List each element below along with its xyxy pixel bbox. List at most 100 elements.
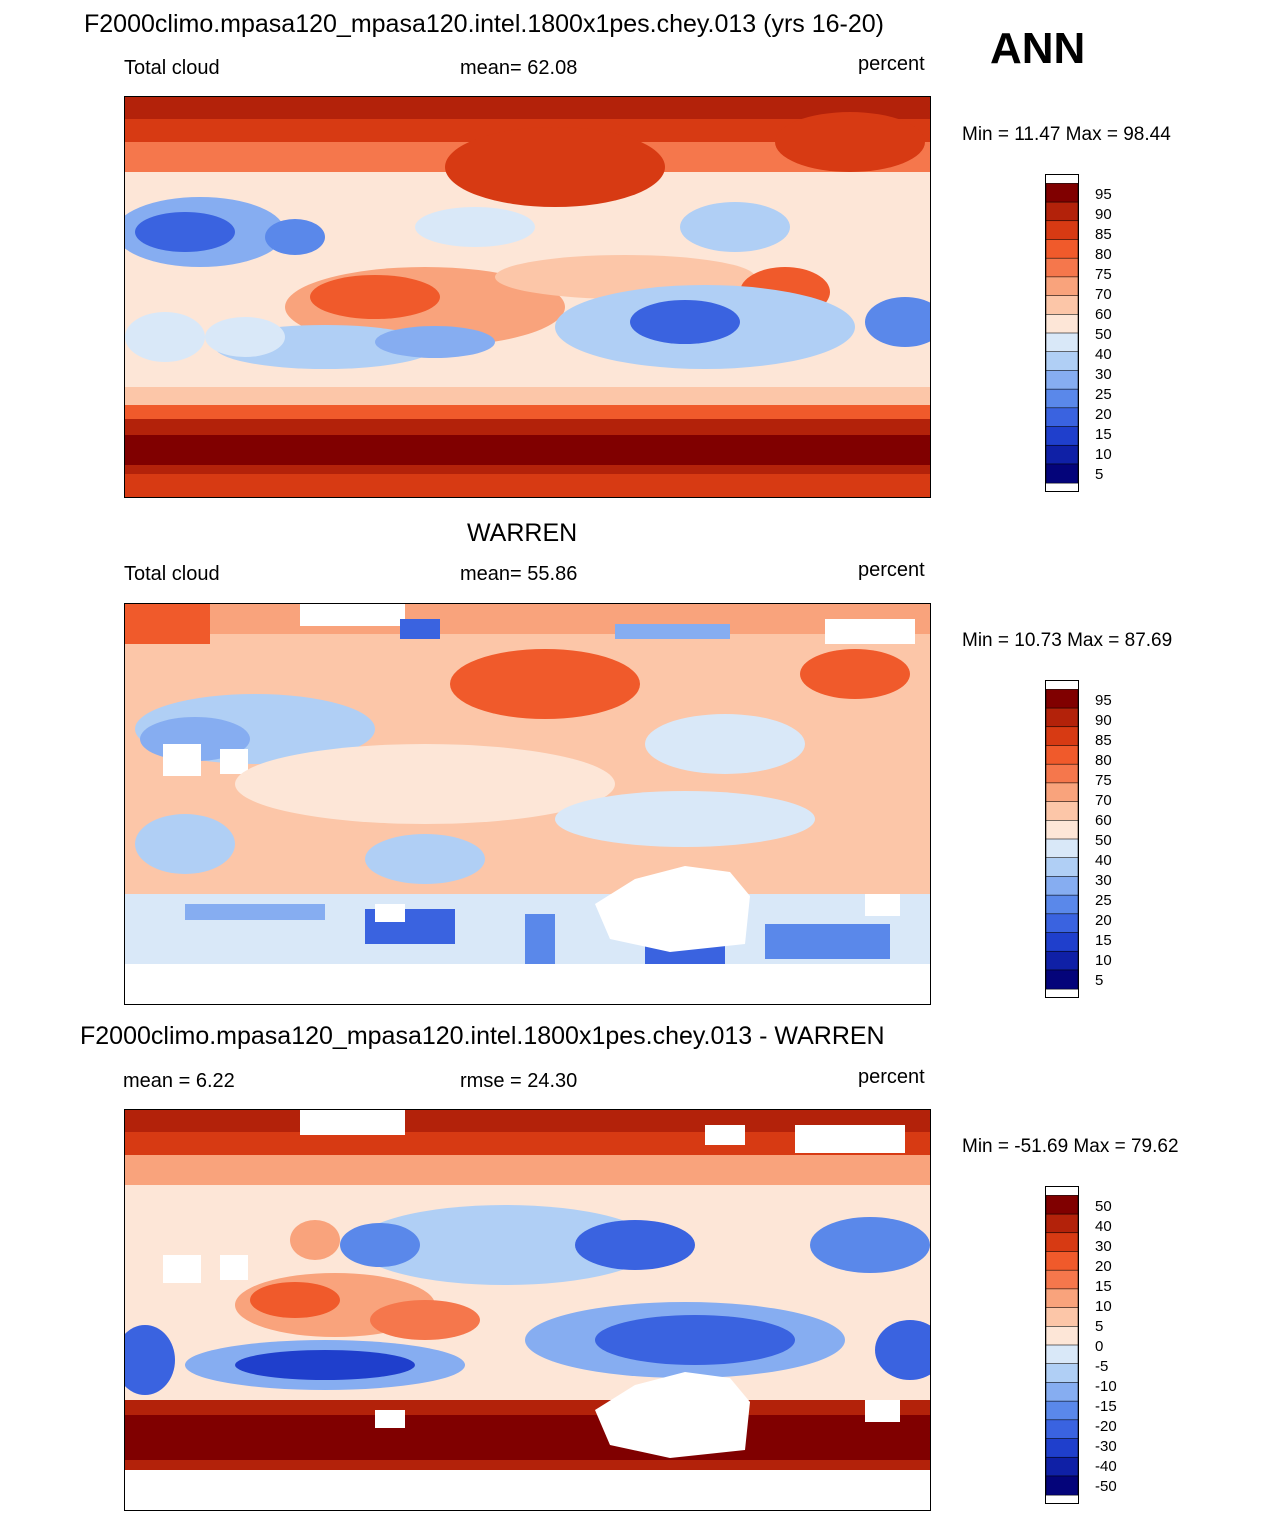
panel-obs-cbar-label: 40 bbox=[1095, 852, 1112, 869]
colorbar-swatch bbox=[1046, 857, 1078, 878]
panel-obs-mean: mean= 55.86 bbox=[460, 563, 578, 585]
colorbar-swatch bbox=[1046, 1213, 1078, 1234]
colorbar-swatch bbox=[1046, 1344, 1078, 1365]
colorbar-swatch bbox=[1046, 332, 1078, 353]
colorbar-swatch bbox=[1046, 1232, 1078, 1253]
colorbar-swatch bbox=[1046, 1307, 1078, 1328]
panel-diff-cbar-label: -10 bbox=[1095, 1378, 1117, 1395]
colorbar-swatch bbox=[1046, 239, 1078, 259]
colorbar-swatch bbox=[1046, 295, 1078, 316]
colorbar-swatch bbox=[1046, 913, 1078, 934]
colorbar-swatch bbox=[1046, 969, 1078, 990]
panel-model-cbar-label: 50 bbox=[1095, 326, 1112, 343]
panel-diff-cbar-label: -5 bbox=[1095, 1358, 1109, 1375]
panel-model-cbar-label: 25 bbox=[1095, 386, 1112, 403]
panel-model-cbar-label: 15 bbox=[1095, 426, 1112, 443]
colorbar-swatch bbox=[1046, 351, 1078, 372]
panel-model-units: percent bbox=[858, 53, 925, 75]
colorbar-swatch bbox=[1046, 689, 1078, 709]
colorbar-swatch bbox=[1046, 1456, 1078, 1477]
panel-model-mean: mean= 62.08 bbox=[460, 57, 578, 79]
panel-diff-cbar-label: 5 bbox=[1095, 1318, 1104, 1335]
panel-obs-colorbar: 95 90 85 80 75 70 60 50 40 30 25 20 15 1… bbox=[1045, 680, 1112, 998]
panel-diff-colorbar: 50 40 30 20 15 10 5 0 -5 -10 -15 -20 -30… bbox=[1045, 1186, 1117, 1504]
panel-obs-cbar-label: 10 bbox=[1095, 952, 1112, 969]
panel-obs-cbar-label: 30 bbox=[1095, 872, 1112, 889]
panel-obs-variable: Total cloud bbox=[124, 563, 220, 585]
panel-obs-colorbar-swatches bbox=[1045, 680, 1079, 998]
colorbar-swatch bbox=[1046, 1400, 1078, 1421]
panel-model-cbar-label: 30 bbox=[1095, 366, 1112, 383]
panel-model-cbar-label: 10 bbox=[1095, 446, 1112, 463]
colorbar-swatch bbox=[1046, 276, 1078, 297]
panel-diff-title: F2000climo.mpasa120_mpasa120.intel.1800x… bbox=[80, 1022, 885, 1050]
panel-obs-cbar-label: 50 bbox=[1095, 832, 1112, 849]
panel-model-variable: Total cloud bbox=[124, 57, 220, 79]
colorbar-swatch bbox=[1046, 1326, 1078, 1346]
colorbar-swatch bbox=[1046, 1382, 1078, 1402]
colorbar-swatch bbox=[1046, 1438, 1078, 1458]
panel-model-colorbar-swatches bbox=[1045, 174, 1079, 492]
panel-obs-cbar-label: 60 bbox=[1095, 812, 1112, 829]
panel-diff-minmax: Min = -51.69 Max = 79.62 bbox=[962, 1136, 1179, 1157]
panel-obs-map bbox=[124, 603, 931, 1005]
panel-obs-cbar-label: 80 bbox=[1095, 752, 1112, 769]
panel-obs-title: WARREN bbox=[467, 519, 578, 547]
colorbar-swatch bbox=[1046, 1475, 1078, 1496]
colorbar-swatch bbox=[1046, 1251, 1078, 1271]
colorbar-swatch bbox=[1046, 1363, 1078, 1384]
colorbar-swatch bbox=[1046, 894, 1078, 915]
panel-obs-cbar-label: 20 bbox=[1095, 912, 1112, 929]
panel-diff-cbar-label: 15 bbox=[1095, 1278, 1112, 1295]
panel-obs-units: percent bbox=[858, 559, 925, 581]
colorbar-swatch bbox=[1046, 370, 1078, 390]
colorbar-swatch bbox=[1046, 726, 1078, 747]
panel-diff-cbar-label: 20 bbox=[1095, 1258, 1112, 1275]
colorbar-swatch bbox=[1046, 388, 1078, 409]
panel-diff-units: percent bbox=[858, 1066, 925, 1088]
panel-diff-colorbar-swatches bbox=[1045, 1186, 1079, 1504]
colorbar-swatch bbox=[1046, 257, 1078, 278]
colorbar-swatch bbox=[1046, 314, 1078, 334]
colorbar-swatch bbox=[1046, 801, 1078, 822]
panel-diff-cbar-label: 30 bbox=[1095, 1238, 1112, 1255]
panel-obs-cbar-label: 70 bbox=[1095, 792, 1112, 809]
colorbar-swatch bbox=[1046, 444, 1078, 465]
panel-model-cbar-label: 75 bbox=[1095, 266, 1112, 283]
colorbar-swatch bbox=[1046, 1288, 1078, 1309]
colorbar-swatch bbox=[1046, 932, 1078, 952]
panel-model-cbar-label: 80 bbox=[1095, 246, 1112, 263]
colorbar-swatch bbox=[1046, 782, 1078, 803]
colorbar-swatch bbox=[1046, 220, 1078, 241]
panel-diff-mean: mean = 6.22 bbox=[123, 1070, 235, 1092]
panel-obs-cbar-label: 90 bbox=[1095, 712, 1112, 729]
colorbar-swatch bbox=[1046, 838, 1078, 859]
panel-obs-cbar-label: 85 bbox=[1095, 732, 1112, 749]
panel-model-cbar-label: 90 bbox=[1095, 206, 1112, 223]
panel-diff-cbar-label: 50 bbox=[1095, 1198, 1112, 1215]
colorbar-swatch bbox=[1046, 1419, 1078, 1440]
panel-diff-cbar-label: -15 bbox=[1095, 1398, 1117, 1415]
colorbar-swatch bbox=[1046, 463, 1078, 484]
panel-model-cbar-label: 5 bbox=[1095, 466, 1104, 483]
panel-obs-cbar-label: 15 bbox=[1095, 932, 1112, 949]
panel-obs-cbar-label: 95 bbox=[1095, 692, 1112, 709]
panel-diff-rmse: rmse = 24.30 bbox=[460, 1070, 578, 1092]
panel-model-minmax: Min = 11.47 Max = 98.44 bbox=[962, 124, 1171, 145]
panel-diff-cbar-label: -40 bbox=[1095, 1458, 1117, 1475]
colorbar-swatch bbox=[1046, 183, 1078, 203]
panel-diff-cbar-label: 0 bbox=[1095, 1338, 1104, 1355]
panel-model-cbar-label: 40 bbox=[1095, 346, 1112, 363]
panel-diff-cbar-label: -30 bbox=[1095, 1438, 1117, 1455]
panel-diff-cbar-label: 40 bbox=[1095, 1218, 1112, 1235]
panel-diff-cbar-label: -20 bbox=[1095, 1418, 1117, 1435]
panel-model-cbar-label: 20 bbox=[1095, 406, 1112, 423]
panel-model-cbar-label: 85 bbox=[1095, 226, 1112, 243]
panel-diff-map bbox=[124, 1109, 931, 1511]
panel-model-cbar-label: 95 bbox=[1095, 186, 1112, 203]
panel-obs-cbar-label: 5 bbox=[1095, 972, 1104, 989]
colorbar-swatch bbox=[1046, 1269, 1078, 1290]
panel-model-cbar-label: 70 bbox=[1095, 286, 1112, 303]
season-label: ANN bbox=[990, 24, 1086, 73]
colorbar-swatch bbox=[1046, 707, 1078, 728]
